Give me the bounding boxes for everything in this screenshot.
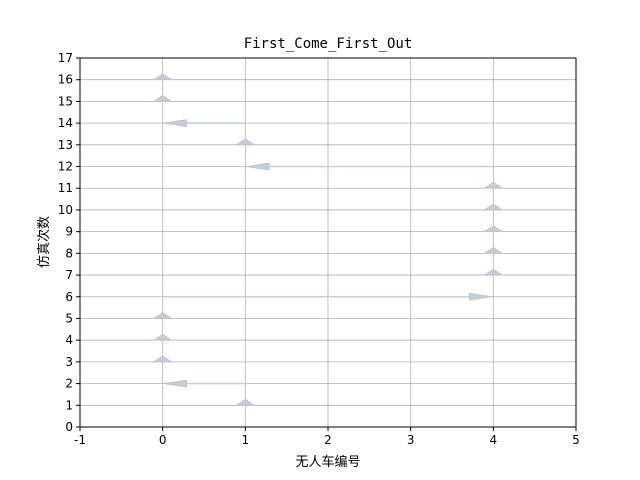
y-tick-label: 3 <box>65 355 73 369</box>
arrow-left <box>162 119 246 127</box>
y-tick-label: 5 <box>65 311 73 325</box>
x-tick-label: 1 <box>242 433 250 447</box>
arrow-up <box>152 95 173 102</box>
x-tick-label: 3 <box>407 433 415 447</box>
arrow-head <box>235 138 256 146</box>
arrow-head <box>162 379 187 388</box>
arrow-up <box>483 203 504 211</box>
arrow-head <box>152 312 173 319</box>
arrow-head <box>152 333 173 341</box>
y-tick-label: 11 <box>58 181 73 195</box>
arrow-up <box>483 225 504 232</box>
y-tick-label: 2 <box>65 377 73 391</box>
arrow-left <box>162 379 246 388</box>
arrow-head <box>152 73 173 81</box>
arrow-head <box>483 246 504 254</box>
x-axis-label: 无人车编号 <box>295 454 360 470</box>
x-tick-label: 0 <box>159 433 167 447</box>
arrow-head <box>152 95 173 102</box>
y-tick-label: 17 <box>58 51 73 65</box>
arrow-head <box>483 181 504 189</box>
arrow-head <box>235 398 256 406</box>
arrow-head <box>245 162 270 171</box>
arrow-up <box>152 355 173 363</box>
arrow-head <box>152 355 173 363</box>
y-tick-label: 10 <box>58 203 73 217</box>
arrow-up <box>235 138 256 146</box>
x-tick-label: -1 <box>74 433 86 447</box>
x-tick-label: 5 <box>572 433 580 447</box>
arrow-up <box>152 333 173 341</box>
y-tick-label: 16 <box>58 73 73 87</box>
y-axis-label: 仿真次数 <box>36 216 52 268</box>
y-tick-label: 12 <box>58 160 73 174</box>
y-tick-label: 14 <box>58 116 73 130</box>
arrow-head <box>483 225 504 232</box>
y-tick-label: 0 <box>65 420 73 434</box>
y-tick-label: 4 <box>65 333 73 347</box>
arrow-up <box>483 181 504 189</box>
y-tick-label: 15 <box>58 94 73 108</box>
y-tick-label: 9 <box>65 225 73 239</box>
y-tick-label: 7 <box>65 268 73 282</box>
x-tick-label: 2 <box>324 433 332 447</box>
arrow-series <box>152 73 504 406</box>
arrow-up <box>152 73 173 81</box>
arrow-head <box>483 203 504 211</box>
chart-title: First_Come_First_Out <box>244 36 413 52</box>
arrow-head <box>162 119 187 127</box>
arrow-up <box>235 398 256 406</box>
y-tick-label: 6 <box>65 290 73 304</box>
grid-lines <box>79 57 577 428</box>
arrow-head <box>469 292 494 301</box>
x-tick-label: 4 <box>490 433 498 447</box>
y-tick-label: 13 <box>58 138 73 152</box>
arrow-up <box>152 312 173 319</box>
arrow-up <box>483 246 504 254</box>
arrow-right <box>162 292 494 301</box>
y-tick-label: 1 <box>65 398 73 412</box>
y-tick-label: 8 <box>65 246 73 260</box>
arrow-up <box>483 268 504 276</box>
arrow-left <box>245 162 494 171</box>
arrow-head <box>483 268 504 276</box>
